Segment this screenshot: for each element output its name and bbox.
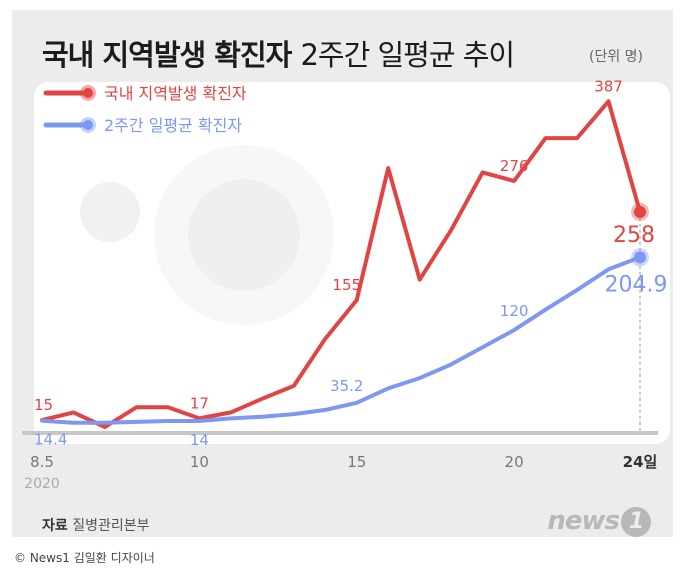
legend-dot-1 (83, 120, 93, 130)
x-tick-19: 24일 (623, 453, 658, 471)
legend-dot-0 (83, 88, 93, 98)
title-light: 2주간 일평균 추이 (300, 38, 515, 72)
unit-label: (단위 명) (588, 49, 643, 65)
x-tick-0: 8.5 (30, 453, 54, 471)
data-label-s1-19: 204.9 (605, 272, 668, 297)
x-tick-labels: 8.5 2020 10 15 20 24일 (24, 453, 657, 492)
legend: 국내 지역발생 확진자 2주간 일평균 확진자 (43, 84, 247, 135)
series-line-0 (40, 99, 642, 429)
series-line-1 (40, 255, 642, 425)
source-label: 자료 (42, 518, 68, 534)
x-tick-10: 15 (347, 453, 366, 471)
data-label-s0-19: 258 (613, 223, 655, 248)
data-label-s1-5: 14 (190, 431, 209, 449)
x-tick-5: 10 (190, 453, 209, 471)
data-label-s0-0: 15 (34, 396, 53, 414)
data-label-s0-18: 387 (594, 77, 623, 95)
legend-label-0: 국내 지역발생 확진자 (104, 84, 247, 103)
news1-logo: news 1 (547, 506, 651, 537)
x-tick-15: 20 (505, 453, 524, 471)
source-text: 질병관리본부 (72, 518, 150, 534)
data-label-s0-5: 17 (190, 394, 209, 412)
x-tick-year: 2020 (24, 476, 60, 492)
virus-small-icon (80, 182, 140, 242)
data-label-s0-10: 155 (332, 276, 361, 294)
data-labels: 15 17 155 276 387 258 14.4 14 35.2 120 204.9 (34, 77, 667, 449)
plot-background (34, 82, 670, 444)
virus-large-icon (188, 179, 300, 291)
legend-label-1: 2주간 일평균 확진자 (104, 116, 242, 135)
data-label-s0-15: 276 (500, 157, 529, 175)
source-note: 자료 질병관리본부 (42, 515, 150, 535)
chart-title: 국내 지역발생 확진자 2주간 일평균 추이 (42, 32, 515, 74)
title-bold: 국내 지역발생 확진자 (42, 38, 292, 72)
data-label-s1-10: 35.2 (330, 377, 363, 395)
series-end-point-0 (634, 205, 646, 218)
data-label-s1-0: 14.4 (34, 431, 67, 449)
data-label-s1-15: 120 (500, 302, 529, 320)
virus-decoration (80, 145, 334, 325)
credit-line: © News1 김일환 디자이너 (14, 551, 155, 565)
series-lines (40, 99, 649, 429)
logo-text: news (547, 506, 620, 536)
logo-badge: 1 (621, 506, 651, 537)
infographic-card: 국내 지역발생 확진자 2주간 일평균 추이 (단위 명) 자료 질병관리본부 … (12, 10, 673, 537)
series-end-point-1 (634, 251, 646, 264)
